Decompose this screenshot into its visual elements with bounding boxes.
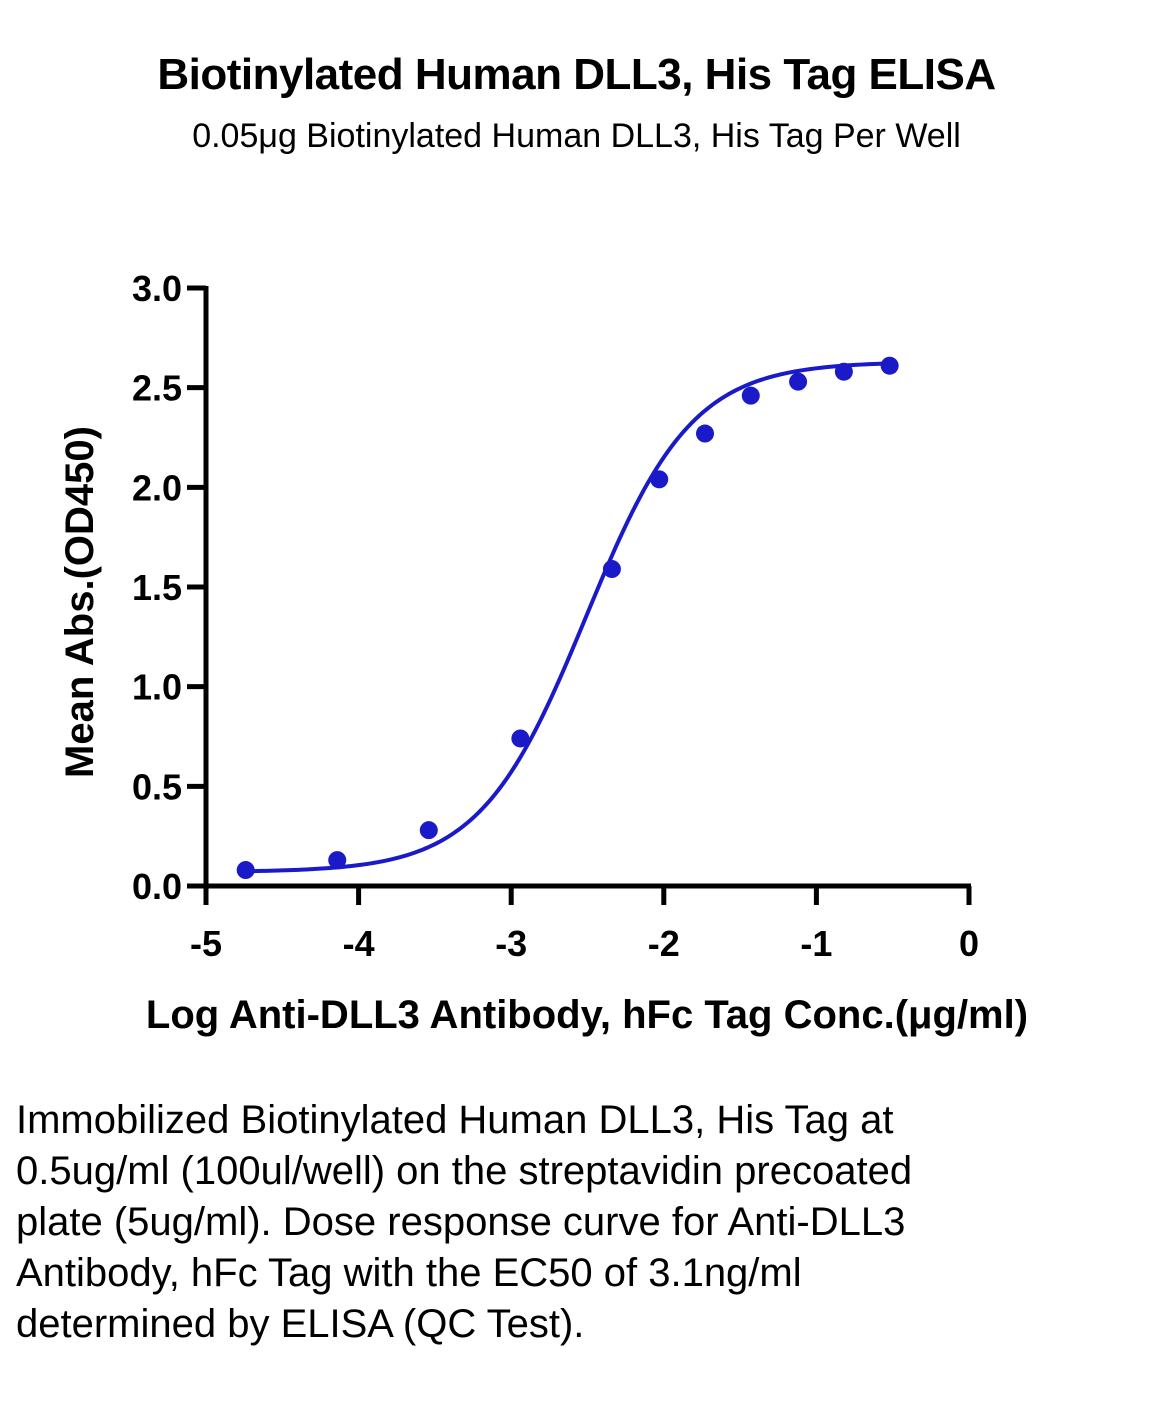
data-point [236,861,255,880]
y-tick-label: 1.0 [132,667,182,708]
chart-subtitle: 0.05μg Biotinylated Human DLL3, His Tag … [192,117,961,155]
data-point [696,424,715,443]
y-tick-label: 0.0 [132,866,182,907]
data-point [650,470,669,489]
y-tick-label: 3.0 [132,268,182,309]
fit-curve-group [245,361,890,874]
y-tick-label: 2.5 [132,368,182,409]
data-point [602,560,621,579]
x-tick-label: 0 [959,923,979,964]
fit-curve [245,361,890,874]
data-point [789,372,808,391]
x-tick-label: -1 [800,923,832,964]
data-point [511,729,530,748]
x-tick-label: -4 [343,923,375,964]
elisa-dose-response-chart: 0.0 0.5 1.0 1.5 2.0 2.5 3.0 -5 -4 -3 -2 -1 0 Mean A… [58,268,1028,1037]
data-point [834,362,853,381]
chart-title: Biotinylated Human DLL3, His Tag ELISA [157,50,996,99]
x-axis-label: Log Anti-DLL3 Antibody, hFc Tag Conc.(μg… [146,993,1028,1037]
x-tick-label: -5 [190,923,222,964]
x-tick-label: -3 [495,923,527,964]
y-axis: 0.0 0.5 1.0 1.5 2.0 2.5 3.0 [132,268,209,907]
data-point [880,356,899,375]
x-axis: -5 -4 -3 -2 -1 0 [190,883,979,964]
data-point [419,821,438,840]
x-tick-label: -2 [648,923,680,964]
y-tick-label: 0.5 [132,766,182,807]
y-axis-label: Mean Abs.(OD450) [58,426,102,778]
data-points-group [236,356,899,880]
y-tick-label: 1.5 [132,567,182,608]
data-point [741,386,760,405]
y-tick-label: 2.0 [132,467,182,508]
data-point [328,851,347,870]
figure-caption: Immobilized Biotinylated Human DLL3, His… [16,1098,913,1346]
